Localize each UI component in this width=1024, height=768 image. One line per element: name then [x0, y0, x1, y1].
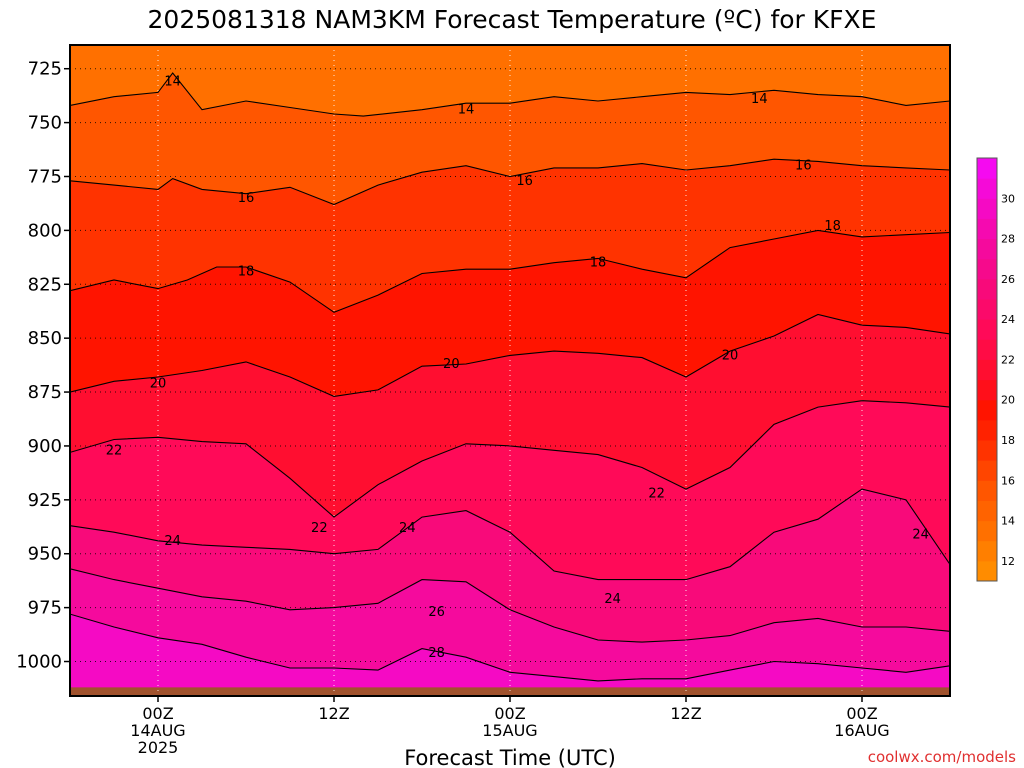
colorbar-swatch [977, 258, 997, 280]
contour-label: 24 [399, 521, 416, 536]
contour-line [70, 72, 950, 117]
chart-title: 2025081318 NAM3KM Forecast Temperature (… [148, 5, 877, 34]
contour-label: 22 [106, 443, 123, 458]
contour-label: 20 [443, 357, 460, 372]
colorbar-swatch [977, 460, 997, 481]
colorbar-swatch [977, 158, 997, 179]
colorbar-swatch [977, 198, 997, 219]
colorbar-swatch [977, 560, 997, 582]
contour-label: 20 [722, 348, 739, 363]
colorbar-swatch [977, 278, 997, 300]
colorbar-tick-label: 24 [1001, 313, 1015, 326]
y-tick-label: 725 [28, 59, 62, 80]
contour-label: 16 [516, 174, 533, 189]
contour-label: 18 [824, 219, 841, 234]
colorbar-swatch [977, 419, 997, 441]
colorbar-swatch [977, 399, 997, 421]
temperature-band [70, 614, 950, 696]
y-tick-label: 750 [28, 113, 62, 134]
x-tick-label: 14AUG [130, 721, 185, 740]
x-tick-label: 16AUG [834, 721, 889, 740]
colorbar-swatch [977, 178, 997, 199]
colorbar-swatch [977, 238, 997, 260]
colorbar-swatch [977, 339, 997, 360]
contour-label: 24 [604, 592, 621, 607]
contour-label: 18 [590, 256, 607, 271]
contour-label: 14 [164, 75, 181, 90]
y-tick-label: 800 [28, 220, 62, 241]
y-tick-label: 975 [28, 598, 62, 619]
contour-label: 14 [458, 103, 475, 118]
x-tick-label: 00Z [846, 704, 877, 723]
y-tick-label: 950 [28, 544, 62, 565]
contour-line [70, 488, 950, 581]
colorbar-swatch [977, 379, 997, 401]
x-tick-label: 2025 [138, 738, 179, 757]
colorbar-frame [976, 157, 998, 582]
y-axis: 725 750 775 800 825 850 875 900 925 950 975 1000 [16, 59, 70, 673]
y-tick-label: 775 [28, 166, 62, 187]
contour-labels: 14 14 14 16 16 16 18 18 18 20 20 20 22 22 22 24 24 24 24 26… [106, 75, 929, 661]
x-tick-label: 15AUG [482, 721, 537, 740]
colorbar-tick-label: 30 [1001, 192, 1015, 205]
colorbar-tick-label: 16 [1001, 474, 1015, 487]
contour-label: 26 [428, 605, 445, 620]
colorbar-swatch [977, 500, 997, 522]
x-tick-label: 00Z [142, 704, 173, 723]
contour-line [70, 400, 950, 518]
colorbar-swatch [977, 540, 997, 562]
colorbar-swatch [977, 218, 997, 240]
y-tick-label: 900 [28, 436, 62, 457]
colorbar-swatch [977, 480, 997, 501]
ground-layer [70, 687, 950, 696]
colorbar-swatch [977, 359, 997, 381]
contour-label: 22 [311, 521, 328, 536]
colorbar-swatch [977, 299, 997, 320]
ground-surface [70, 687, 950, 696]
temperature-band [70, 568, 950, 681]
contour-lines [70, 72, 950, 682]
grid-lines [70, 45, 950, 696]
contour-label: 24 [912, 527, 929, 542]
contour-label: 18 [238, 264, 255, 279]
contour-label: 20 [150, 376, 167, 391]
colorbar: 12 14 16 18 20 22 24 26 28 30 [976, 157, 1015, 582]
contour-label: 14 [751, 92, 768, 107]
contour-label: 24 [164, 534, 181, 549]
x-tick-label: 12Z [670, 704, 701, 723]
y-tick-label: 850 [28, 328, 62, 349]
colorbar-tick-label: 28 [1001, 233, 1015, 246]
colorbar-tick-label: 14 [1001, 515, 1015, 528]
x-tick-label: 12Z [318, 704, 349, 723]
temperature-band [70, 230, 950, 397]
colorbar-tick-label: 18 [1001, 434, 1015, 447]
y-tick-label: 825 [28, 274, 62, 295]
contour-label: 28 [428, 646, 445, 661]
colorbar-tick-label: 26 [1001, 273, 1015, 286]
colorbar-swatch [977, 520, 997, 542]
credit-link[interactable]: coolwx.com/models [868, 748, 1016, 766]
colorbar-swatch [977, 319, 997, 340]
colorbar-tick-label: 12 [1001, 555, 1015, 568]
colorbar-tick-label: 20 [1001, 394, 1015, 407]
y-tick-label: 1000 [16, 652, 62, 673]
contour-line [70, 229, 950, 313]
temperature-band [70, 73, 950, 205]
colorbar-tick-label: 22 [1001, 353, 1015, 366]
colorbar-swatch [977, 440, 997, 461]
y-tick-label: 925 [28, 490, 62, 511]
contour-label: 16 [238, 191, 255, 206]
contour-line [70, 568, 950, 643]
contour-line [70, 613, 950, 682]
y-tick-label: 875 [28, 382, 62, 403]
x-axis-label: Forecast Time (UTC) [404, 746, 616, 768]
contour-label: 22 [648, 486, 665, 501]
contour-line [70, 313, 950, 397]
contour-line [70, 158, 950, 206]
contour-label: 16 [795, 159, 812, 174]
x-tick-label: 00Z [494, 704, 525, 723]
